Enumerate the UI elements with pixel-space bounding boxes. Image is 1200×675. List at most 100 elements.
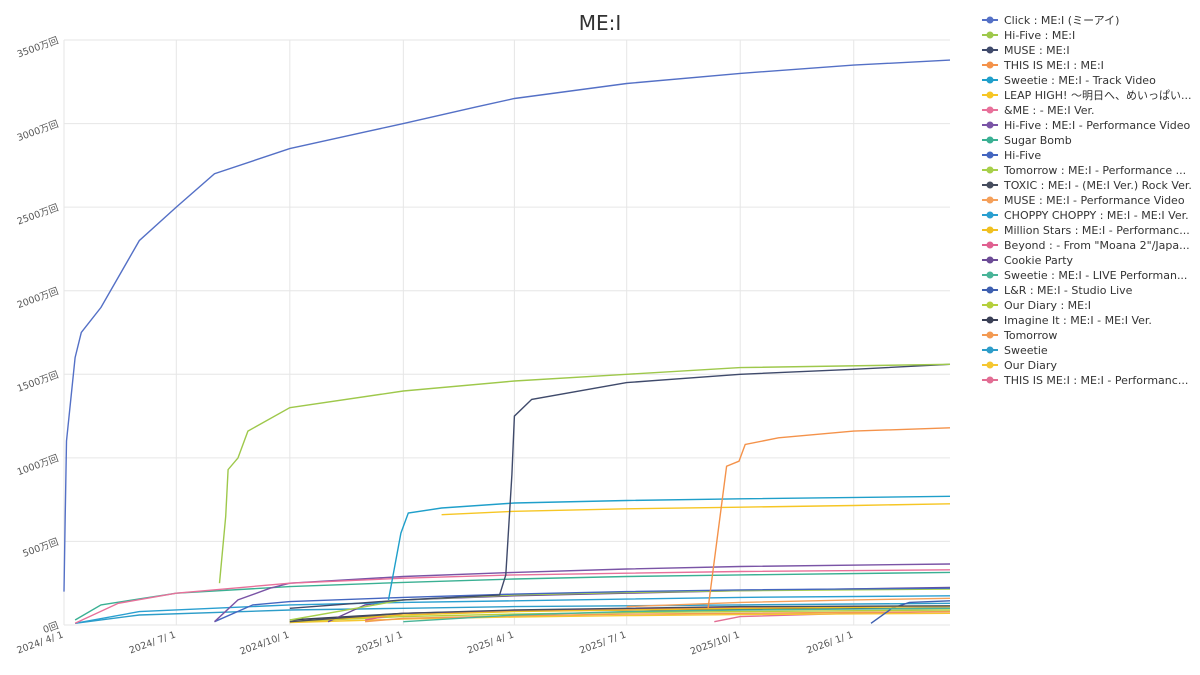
legend-item-1[interactable]: Click : ME:I (ミーアイ) — [982, 14, 1119, 27]
legend-swatch-dot — [986, 121, 994, 129]
legend-item-7[interactable]: &ME : - ME:I Ver. — [982, 104, 1095, 117]
legend-swatch-dot — [986, 271, 994, 279]
legend-swatch-dot — [986, 91, 994, 99]
y-axis: 0回 500万回 1000万回 1500万回 2000万回 2500万回 3000万回 350… — [16, 35, 60, 636]
legend-label: LEAP HIGH! 〜明日へ、めいっぱい... — [1004, 89, 1191, 102]
legend-label: Click : ME:I (ミーアイ) — [1004, 14, 1119, 27]
legend-swatch-dot — [986, 46, 994, 54]
legend-label: TOXIC : ME:I - (ME:I Ver.) Rock Ver. — [1003, 179, 1192, 192]
series-line-3 — [289, 363, 951, 609]
y-tick-label: 2000万回 — [16, 286, 60, 311]
legend-item-4[interactable]: THIS IS ME:I : ME:I — [982, 59, 1104, 72]
legend-item-3[interactable]: MUSE : ME:I — [982, 44, 1070, 57]
y-tick-label: 1000万回 — [16, 453, 60, 478]
series-line-23 — [75, 602, 951, 624]
legend-item-24[interactable]: Our Diary — [982, 359, 1057, 372]
series-line-2 — [218, 363, 951, 584]
legend-item-13[interactable]: MUSE : ME:I - Performance Video — [982, 194, 1185, 207]
legend-label: Sweetie : ME:I - LIVE Performan... — [1004, 269, 1187, 282]
legend-swatch-dot — [986, 136, 994, 144]
legend-item-10[interactable]: Hi-Five — [982, 149, 1041, 162]
series-line-15 — [289, 605, 951, 623]
series-line-1 — [63, 59, 951, 592]
legend-item-16[interactable]: Beyond : - From "Moana 2"/Japa... — [982, 239, 1190, 252]
legend-item-22[interactable]: Tomorrow — [982, 329, 1057, 342]
legend-label: Hi-Five — [1004, 149, 1041, 162]
legend-swatch-dot — [986, 151, 994, 159]
legend-label: Imagine It : ME:I - ME:I Ver. — [1004, 314, 1152, 327]
legend-item-14[interactable]: CHOPPY CHOPPY : ME:I - ME:I Ver. — [982, 209, 1189, 222]
legend-swatch-dot — [986, 61, 994, 69]
chart-grid — [63, 39, 950, 626]
legend-swatch-dot — [986, 226, 994, 234]
legend-label: Our Diary — [1004, 359, 1057, 372]
x-tick-label: 2025/10/ 1 — [689, 629, 741, 657]
legend-swatch-dot — [986, 166, 994, 174]
x-tick-label: 2024/ 4/ 1 — [15, 629, 65, 656]
legend-label: THIS IS ME:I : ME:I — [1003, 59, 1104, 72]
legend-label: Hi-Five : ME:I - Performance Video — [1004, 119, 1191, 132]
legend-swatch-dot — [986, 256, 994, 264]
legend-swatch-dot — [986, 16, 994, 24]
legend-item-11[interactable]: Tomorrow : ME:I - Performance ... — [982, 164, 1186, 177]
legend-label: &ME : - ME:I Ver. — [1004, 104, 1095, 117]
x-tick-label: 2024/ 7/ 1 — [128, 629, 178, 656]
series-line-13 — [626, 597, 951, 608]
legend-item-21[interactable]: Imagine It : ME:I - ME:I Ver. — [982, 314, 1152, 327]
legend-label: Tomorrow — [1003, 329, 1057, 342]
legend-swatch-dot — [986, 301, 994, 309]
legend-swatch-dot — [986, 31, 994, 39]
legend-swatch-dot — [986, 316, 994, 324]
legend-item-25[interactable]: THIS IS ME:I : ME:I - Performanc... — [982, 374, 1188, 387]
legend-label: MUSE : ME:I — [1004, 44, 1070, 57]
legend-item-2[interactable]: Hi-Five : ME:I — [982, 29, 1075, 42]
legend-swatch-dot — [986, 181, 994, 189]
legend-swatch-dot — [986, 196, 994, 204]
series-line-5 — [387, 495, 951, 601]
legend-label: Sweetie — [1004, 344, 1048, 357]
legend-item-18[interactable]: Sweetie : ME:I - LIVE Performan... — [982, 269, 1187, 282]
legend-item-12[interactable]: TOXIC : ME:I - (ME:I Ver.) Rock Ver. — [982, 179, 1192, 192]
legend-item-5[interactable]: Sweetie : ME:I - Track Video — [982, 74, 1156, 87]
legend-swatch-dot — [986, 106, 994, 114]
x-tick-label: 2025/ 7/ 1 — [578, 629, 628, 656]
x-tick-label: 2025/ 1/ 1 — [355, 629, 405, 656]
series-line-22 — [365, 610, 951, 623]
legend-label: Sugar Bomb — [1004, 134, 1072, 147]
y-tick-label: 500万回 — [21, 537, 60, 560]
legend-item-19[interactable]: L&R : ME:I - Studio Live — [982, 284, 1133, 297]
legend-label: MUSE : ME:I - Performance Video — [1004, 194, 1185, 207]
series-line-18 — [403, 607, 951, 623]
series-line-6 — [441, 503, 951, 516]
legend-item-23[interactable]: Sweetie — [982, 344, 1048, 357]
x-tick-label: 2025/ 4/ 1 — [466, 629, 516, 656]
legend-swatch-dot — [986, 346, 994, 354]
legend-item-17[interactable]: Cookie Party — [982, 254, 1074, 267]
legend-item-8[interactable]: Hi-Five : ME:I - Performance Video — [982, 119, 1191, 132]
legend-swatch-dot — [986, 286, 994, 294]
y-tick-label: 2500万回 — [16, 202, 60, 227]
legend-label: Hi-Five : ME:I — [1004, 29, 1075, 42]
legend-label: Our Diary : ME:I — [1004, 299, 1091, 312]
y-tick-label: 0回 — [42, 620, 60, 636]
series-line-9 — [74, 571, 951, 621]
legend-item-9[interactable]: Sugar Bomb — [982, 134, 1072, 147]
legend-item-15[interactable]: Million Stars : ME:I - Performanc... — [982, 224, 1190, 237]
x-axis: 2024/ 4/ 1 2024/ 7/ 1 2024/10/ 1 2025/ 1/ 1… — [15, 629, 854, 657]
legend-swatch-dot — [986, 331, 994, 339]
legend-label: Sweetie : ME:I - Track Video — [1004, 74, 1156, 87]
chart-title: ME:I — [579, 11, 622, 35]
legend-label: THIS IS ME:I : ME:I - Performanc... — [1003, 374, 1188, 387]
legend[interactable]: Click : ME:I (ミーアイ) Hi-Five : ME:I MUSE : … — [982, 14, 1192, 387]
legend-label: Cookie Party — [1004, 254, 1074, 267]
legend-swatch-dot — [986, 361, 994, 369]
legend-label: Tomorrow : ME:I - Performance ... — [1003, 164, 1186, 177]
legend-item-20[interactable]: Our Diary : ME:I — [982, 299, 1091, 312]
series-line-10 — [214, 587, 951, 623]
legend-item-6[interactable]: LEAP HIGH! 〜明日へ、めいっぱい... — [982, 89, 1191, 102]
series-line-7 — [74, 569, 951, 624]
series-line-8 — [214, 563, 951, 623]
legend-label: L&R : ME:I - Studio Live — [1004, 284, 1133, 297]
series-line-14 — [74, 595, 951, 624]
